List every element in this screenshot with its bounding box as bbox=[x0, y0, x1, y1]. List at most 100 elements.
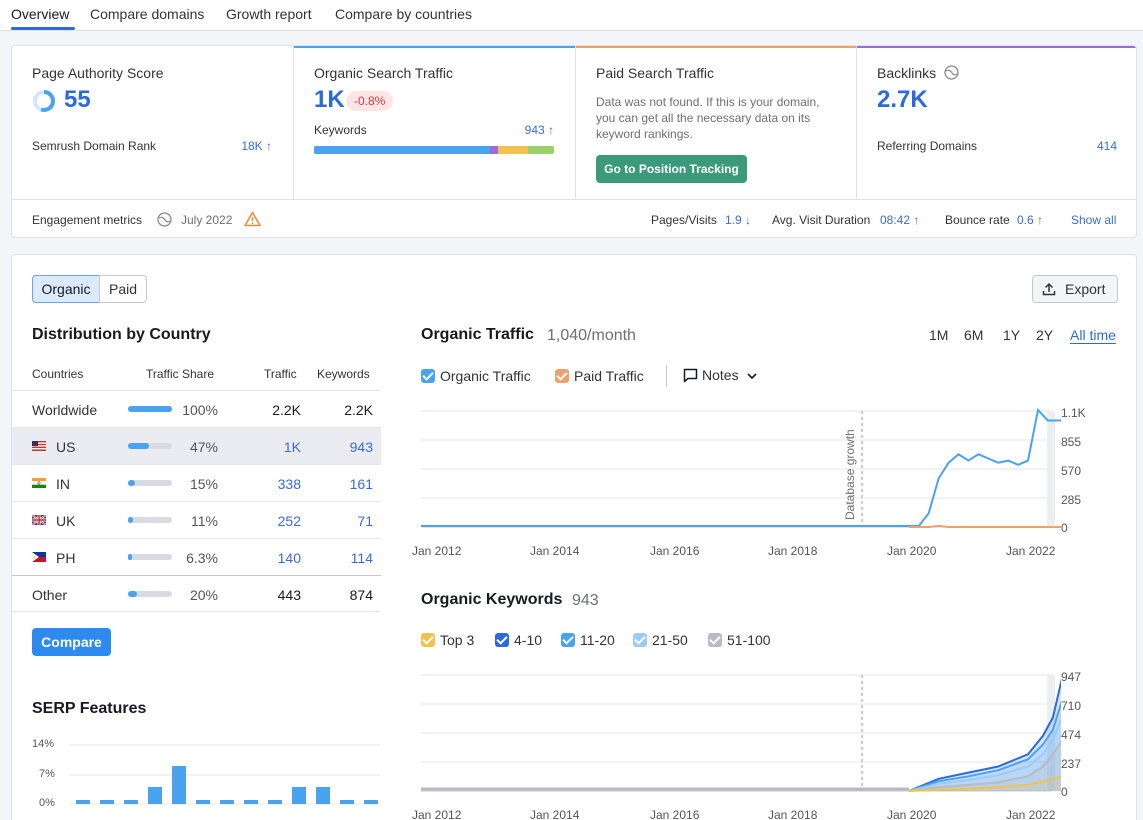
legend-top3[interactable]: Top 3 bbox=[421, 632, 474, 648]
serp-y-tick: 0% bbox=[39, 797, 55, 809]
keywords-area-top-3 bbox=[908, 776, 1061, 791]
range-all-time[interactable]: All time bbox=[1070, 327, 1116, 344]
serp-bar bbox=[268, 800, 282, 804]
serp-y-tick: 14% bbox=[32, 738, 55, 750]
show-all-link[interactable]: Show all bbox=[1071, 213, 1117, 227]
traffic-value[interactable]: 1K bbox=[283, 439, 301, 455]
keywords-area-21-50 bbox=[908, 719, 1061, 791]
engagement-label: Engagement metrics bbox=[32, 213, 143, 227]
legend-51-100[interactable]: 51-100 bbox=[708, 632, 771, 648]
backlinks-value[interactable]: 2.7K bbox=[877, 86, 928, 113]
traffic-value[interactable]: 140 bbox=[277, 550, 301, 566]
checkbox-icon bbox=[633, 633, 647, 647]
keywords-value[interactable]: 943 ↑ bbox=[524, 123, 554, 137]
table-row[interactable]: UK 11% 252 71 bbox=[12, 501, 381, 538]
share-value: 100% bbox=[182, 402, 218, 418]
paid-toggle[interactable]: Paid bbox=[99, 275, 147, 303]
legend-paid-traffic[interactable]: Paid Traffic bbox=[555, 368, 644, 384]
notes-dropdown[interactable]: Notes bbox=[683, 367, 758, 383]
serp-y-tick: 7% bbox=[39, 768, 55, 780]
backlinks-title: Backlinks bbox=[877, 65, 937, 81]
main-card: Organic Paid Export Distribution by Coun… bbox=[11, 254, 1137, 820]
table-row[interactable]: Worldwide 100% 2.2K 2.2K bbox=[12, 390, 381, 427]
bounce-rate-label: Bounce rate bbox=[945, 213, 1010, 227]
traffic-x-tick: Jan 2016 bbox=[650, 544, 700, 558]
engagement-row: Engagement metrics July 2022 Pages/Visit… bbox=[12, 199, 1136, 237]
range-6m[interactable]: 6M bbox=[964, 327, 984, 343]
organic-panel: Organic Search Traffic 1K -0.8% Keywords… bbox=[294, 46, 576, 199]
export-button[interactable]: Export bbox=[1032, 275, 1118, 303]
organic-traffic-line bbox=[908, 407, 1061, 527]
serp-bar bbox=[316, 787, 330, 804]
checkbox-icon bbox=[495, 633, 509, 647]
serp-bar bbox=[244, 800, 258, 804]
organic-traffic-value[interactable]: 1K bbox=[314, 86, 345, 113]
domain-rank-label: Semrush Domain Rank bbox=[32, 139, 157, 153]
warning-icon[interactable] bbox=[244, 211, 261, 227]
legend-21-50-label: 21-50 bbox=[652, 632, 688, 648]
range-1m[interactable]: 1M bbox=[929, 327, 949, 343]
pages-visits-label: Pages/Visits bbox=[651, 213, 717, 227]
table-row[interactable]: US 47% 1K 943 bbox=[12, 427, 381, 464]
position-tracking-button[interactable]: Go to Position Tracking bbox=[596, 155, 747, 183]
range-2y[interactable]: 2Y bbox=[1036, 327, 1054, 343]
serp-bar bbox=[172, 766, 186, 804]
keywords-x-tick: Jan 2018 bbox=[768, 808, 818, 820]
organic-change-badge: -0.8% bbox=[346, 91, 394, 111]
paid-title: Paid Search Traffic bbox=[596, 65, 715, 81]
keywords-value[interactable]: 161 bbox=[349, 476, 373, 492]
checkbox-icon bbox=[421, 369, 435, 383]
organic-traffic-chart[interactable] bbox=[421, 403, 1061, 533]
share-bar bbox=[128, 591, 172, 597]
share-value: 20% bbox=[189, 587, 218, 603]
range-1y[interactable]: 1Y bbox=[1003, 327, 1021, 343]
organic-keywords-chart[interactable] bbox=[421, 667, 1061, 803]
keywords-x-tick: Jan 2022 bbox=[1006, 808, 1056, 820]
keywords-line-51-100 bbox=[908, 740, 1061, 792]
serp-bar bbox=[76, 800, 90, 804]
share-bar-fill bbox=[128, 480, 135, 486]
traffic-x-tick: Jan 2020 bbox=[887, 544, 937, 558]
table-row[interactable]: Other 20% 443 874 bbox=[12, 575, 381, 612]
legend-organic-traffic[interactable]: Organic Traffic bbox=[421, 368, 531, 384]
legend-top3-label: Top 3 bbox=[440, 632, 475, 648]
share-value: 15% bbox=[189, 476, 218, 492]
organic-toggle[interactable]: Organic bbox=[32, 275, 100, 303]
keywords-value[interactable]: 114 bbox=[350, 550, 373, 566]
checkbox-icon bbox=[555, 369, 569, 383]
tab-overview[interactable]: Overview bbox=[11, 6, 70, 22]
country-name: US bbox=[56, 439, 76, 455]
traffic-value[interactable]: 338 bbox=[277, 476, 301, 492]
legend-51-100-label: 51-100 bbox=[727, 632, 771, 648]
tab-compare-by-countries[interactable]: Compare by countries bbox=[335, 6, 472, 22]
table-row[interactable]: PH 6.3% 140 114 bbox=[12, 538, 381, 575]
traffic-y-tick: 855 bbox=[1061, 435, 1082, 449]
table-row[interactable]: IN 15% 338 161 bbox=[12, 464, 381, 501]
active-tab-indicator bbox=[11, 27, 75, 30]
summary-card: Page Authority Score 55 Semrush Domain R… bbox=[11, 45, 1137, 238]
bounce-rate-value: 0.6 ↑ bbox=[1017, 213, 1044, 227]
legend-21-50[interactable]: 21-50 bbox=[633, 632, 688, 648]
keywords-line-21-50 bbox=[908, 716, 1061, 792]
referring-domains-value[interactable]: 414 bbox=[1096, 139, 1117, 153]
legend-4-10[interactable]: 4-10 bbox=[495, 632, 542, 648]
traffic-value[interactable]: 252 bbox=[277, 513, 301, 529]
col-traffic: Traffic bbox=[264, 367, 297, 381]
country-name: Worldwide bbox=[32, 402, 98, 418]
organic-title: Organic Search Traffic bbox=[314, 65, 454, 81]
checkbox-icon bbox=[708, 633, 722, 647]
legend-11-20[interactable]: 11-20 bbox=[561, 632, 615, 648]
keywords-value[interactable]: 71 bbox=[357, 513, 373, 529]
keywords-distribution-bar bbox=[314, 146, 554, 154]
serp-bar bbox=[292, 787, 306, 804]
tab-bar: Overview Compare domains Growth report C… bbox=[0, 0, 1143, 31]
col-countries: Countries bbox=[32, 367, 84, 381]
keywords-value[interactable]: 943 bbox=[349, 439, 373, 455]
keywords-area-51-100 bbox=[908, 742, 1061, 791]
compare-button[interactable]: Compare bbox=[32, 628, 111, 656]
tab-growth-report[interactable]: Growth report bbox=[226, 6, 312, 22]
domain-rank-value[interactable]: 18K ↑ bbox=[241, 139, 272, 153]
traffic-x-tick: Jan 2022 bbox=[1006, 544, 1056, 558]
tab-compare-domains[interactable]: Compare domains bbox=[90, 6, 205, 22]
authority-score[interactable]: 55 bbox=[64, 86, 91, 113]
